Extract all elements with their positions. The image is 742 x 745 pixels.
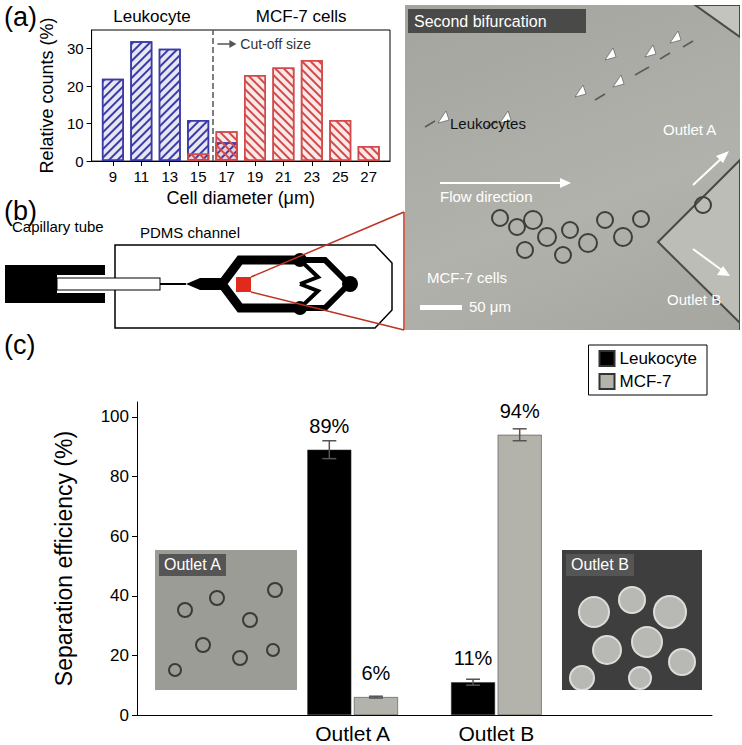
svg-text:PDMS channel: PDMS channel bbox=[140, 224, 240, 241]
svg-text:30: 30 bbox=[67, 40, 84, 57]
svg-text:13: 13 bbox=[161, 168, 178, 185]
svg-text:0: 0 bbox=[120, 706, 129, 725]
svg-text:10: 10 bbox=[67, 115, 84, 132]
svg-text:Outlet B: Outlet B bbox=[458, 722, 534, 745]
svg-text:100: 100 bbox=[101, 407, 129, 426]
svg-text:Cell diameter (μm): Cell diameter (μm) bbox=[167, 188, 315, 208]
svg-text:Flow direction: Flow direction bbox=[440, 188, 533, 205]
svg-text:Capillary tube: Capillary tube bbox=[12, 218, 104, 235]
svg-text:89%: 89% bbox=[309, 415, 349, 437]
svg-text:Second bifurcation: Second bifurcation bbox=[414, 13, 547, 30]
svg-text:Outlet A: Outlet A bbox=[315, 722, 390, 745]
svg-text:25: 25 bbox=[332, 168, 349, 185]
html-text:Outlet A: Outlet A bbox=[164, 556, 221, 573]
html-text:(a): (a) bbox=[4, 2, 37, 32]
svg-text:Cut-off size: Cut-off size bbox=[240, 36, 311, 52]
svg-text:MCF-7: MCF-7 bbox=[620, 372, 672, 391]
svg-text:Leukocytes: Leukocytes bbox=[450, 115, 526, 132]
svg-text:11: 11 bbox=[134, 168, 150, 185]
svg-text:50 μm: 50 μm bbox=[469, 298, 511, 315]
svg-text:27: 27 bbox=[360, 168, 377, 185]
svg-text:19: 19 bbox=[247, 168, 264, 185]
svg-text:MCF-7 cells: MCF-7 cells bbox=[427, 269, 507, 286]
svg-text:0: 0 bbox=[75, 153, 83, 170]
svg-text:11%: 11% bbox=[454, 647, 493, 669]
svg-text:Leukocyte: Leukocyte bbox=[113, 7, 191, 26]
html-text:Outlet B: Outlet B bbox=[571, 556, 629, 573]
svg-text:20: 20 bbox=[110, 646, 129, 665]
svg-text:Outlet B: Outlet B bbox=[667, 291, 721, 308]
svg-text:21: 21 bbox=[275, 168, 292, 185]
svg-text:20: 20 bbox=[67, 78, 84, 95]
html-text:(c): (c) bbox=[4, 330, 36, 360]
svg-text:Separation efficiency (%): Separation efficiency (%) bbox=[51, 431, 77, 686]
svg-text:MCF-7 cells: MCF-7 cells bbox=[256, 7, 347, 26]
svg-text:40: 40 bbox=[110, 586, 129, 605]
html-text:(b): (b) bbox=[4, 196, 37, 226]
svg-text:15: 15 bbox=[190, 168, 207, 185]
svg-text:6%: 6% bbox=[361, 662, 390, 684]
svg-text:80: 80 bbox=[110, 467, 129, 486]
svg-text:Outlet A: Outlet A bbox=[663, 121, 716, 138]
svg-text:23: 23 bbox=[303, 168, 320, 185]
svg-text:Leukocyte: Leukocyte bbox=[620, 349, 698, 368]
svg-text:Relative counts (%): Relative counts (%) bbox=[37, 18, 57, 174]
svg-text:9: 9 bbox=[109, 168, 117, 185]
svg-text:17: 17 bbox=[218, 168, 235, 185]
svg-text:94%: 94% bbox=[500, 400, 540, 422]
svg-text:60: 60 bbox=[110, 527, 129, 546]
